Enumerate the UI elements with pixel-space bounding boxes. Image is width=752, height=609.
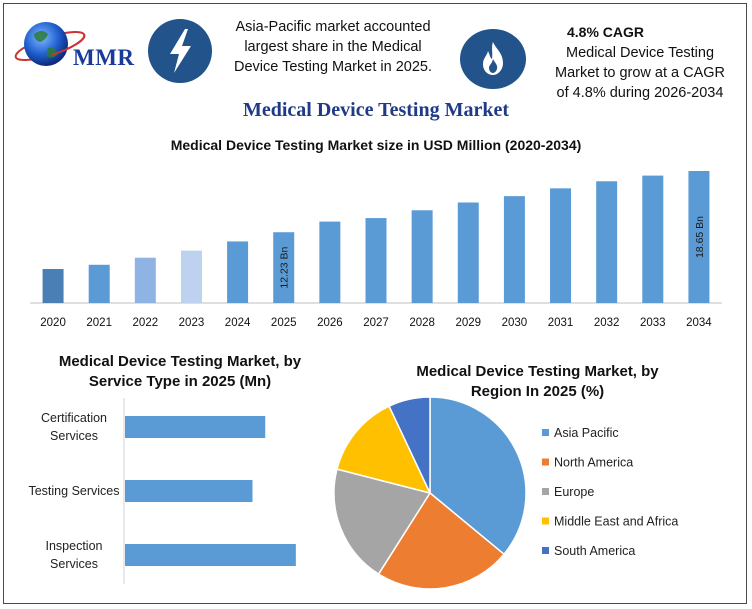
mmr-logo — [12, 14, 136, 76]
pie-slice-1 — [377, 491, 506, 590]
category-label: Testing Services — [28, 484, 119, 498]
category-label: Services — [50, 429, 98, 443]
bar-2030 — [503, 196, 525, 303]
bar-2021 — [88, 264, 110, 303]
legend-label: Middle East and Africa — [554, 515, 678, 529]
bar-2023 — [180, 250, 202, 303]
legend-label: Asia Pacific — [554, 426, 619, 440]
x-tick-label: 2022 — [133, 317, 159, 329]
pie-slice-4 — [388, 396, 431, 494]
bar-2026 — [319, 221, 341, 303]
asia-pacific-insight: Asia-Pacific market accounted largest sh… — [233, 19, 432, 75]
service-bar — [125, 416, 266, 438]
region-chart-title: Medical Device Testing Market, by Region… — [416, 363, 659, 400]
x-tick-label: 2024 — [225, 317, 251, 329]
legend-swatch — [542, 429, 549, 436]
bar-2033 — [642, 175, 664, 303]
globe-icon — [14, 22, 86, 66]
cagr-insight: Medical Device Testing Market to grow at… — [554, 45, 726, 101]
service-type-chart-title: Medical Device Testing Market, by Servic… — [58, 353, 302, 390]
bar-2024 — [227, 241, 249, 303]
service-bar — [125, 480, 253, 502]
logo-text: MMR — [73, 45, 135, 70]
data-label: 18.65 Bn — [694, 216, 706, 258]
x-tick-label: 2020 — [40, 317, 66, 329]
category-label: Certification — [41, 411, 107, 425]
legend-label: North America — [554, 456, 633, 470]
legend-label: South America — [554, 544, 635, 558]
legend-label: Europe — [554, 485, 594, 499]
legend-swatch — [542, 488, 549, 495]
bar-2022 — [134, 257, 156, 303]
x-tick-label: 2029 — [455, 317, 481, 329]
x-tick-label: 2021 — [86, 317, 112, 329]
x-tick-label: 2033 — [640, 317, 666, 329]
main-title: Medical Device Testing Market — [242, 99, 510, 121]
bar-2028 — [411, 210, 433, 303]
bar-2031 — [550, 188, 572, 303]
cagr-title: 4.8% CAGR — [567, 24, 645, 40]
x-tick-label: 2030 — [502, 317, 528, 329]
x-tick-label: 2028 — [409, 317, 435, 329]
service-bar — [125, 544, 296, 566]
x-tick-label: 2027 — [363, 317, 389, 329]
legend-swatch — [542, 458, 549, 466]
pie-slice-2 — [333, 468, 432, 576]
x-tick-label: 2026 — [317, 317, 343, 329]
category-label: Services — [50, 557, 98, 571]
data-label: 12.23 Bn — [279, 246, 291, 288]
infographic-frame — [3, 3, 747, 604]
x-tick-label: 2032 — [594, 317, 620, 329]
market-size-chart-title: Medical Device Testing Market size in US… — [170, 137, 582, 153]
bar-2032 — [596, 181, 618, 303]
pie-slice-0 — [429, 396, 527, 556]
x-tick-label: 2031 — [548, 317, 574, 329]
bar-2029 — [457, 202, 479, 303]
lightning-icon — [148, 19, 212, 83]
bar-2027 — [365, 218, 387, 303]
legend-swatch — [542, 547, 549, 554]
bar-2020 — [42, 269, 64, 303]
pie-slice-3 — [336, 405, 432, 495]
flame-icon — [460, 29, 526, 89]
bar-2025 — [273, 232, 295, 303]
x-tick-label: 2034 — [686, 317, 712, 329]
legend-swatch — [542, 517, 549, 525]
bar-2034 — [688, 171, 710, 303]
category-label: Inspection — [46, 539, 103, 553]
x-tick-label: 2023 — [179, 317, 205, 329]
x-tick-label: 2025 — [271, 317, 297, 329]
